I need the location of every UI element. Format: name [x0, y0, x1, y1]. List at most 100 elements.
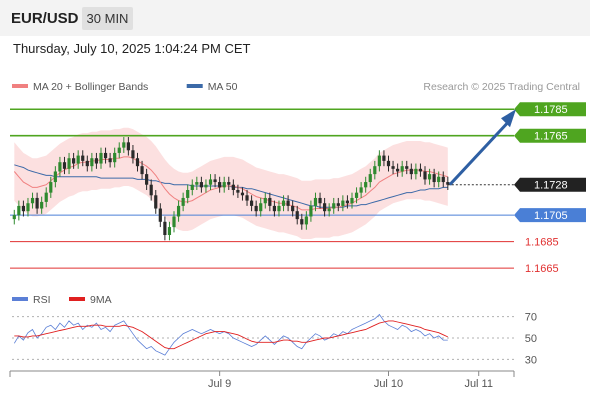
- candle-body: [167, 227, 172, 236]
- candle-body: [318, 197, 322, 204]
- candle-body: [35, 197, 39, 209]
- candle-body: [437, 176, 441, 183]
- candle-body: [176, 205, 181, 217]
- level-label: 1.1785: [534, 104, 568, 116]
- level-label: 1.1685: [525, 237, 559, 249]
- level-tag: [514, 208, 586, 223]
- candle-body: [149, 184, 153, 196]
- timeframe-button[interactable]: 30 MIN: [82, 7, 133, 30]
- candle-body: [432, 174, 436, 183]
- bollinger-band: [14, 127, 448, 239]
- candle-body: [49, 182, 53, 193]
- watermark: Research © 2025 Trading Central: [423, 81, 580, 93]
- candle-body: [249, 200, 254, 206]
- candle-body: [277, 205, 281, 212]
- level-tag: [514, 102, 586, 117]
- candle-body: [72, 158, 76, 164]
- rsi-ma-line: [14, 320, 448, 350]
- candle-body: [268, 197, 272, 206]
- level-label: 1.1765: [534, 131, 568, 143]
- candle-body: [373, 166, 377, 175]
- candle-body: [12, 215, 16, 220]
- candle-body: [90, 158, 94, 167]
- candle-body: [364, 182, 368, 188]
- candle-body: [190, 184, 194, 190]
- timestamp: Thursday, July 10, 2025 1:04:24 PM CET: [13, 41, 251, 56]
- candle-body: [26, 203, 30, 212]
- candle-body: [131, 150, 135, 159]
- candle-body: [40, 201, 44, 209]
- candle-body: [99, 152, 103, 164]
- chart-header: EUR/USD 30 MIN: [0, 0, 590, 36]
- level-label: 1.1705: [534, 210, 568, 222]
- candle-body: [181, 197, 185, 206]
- rsi-tick-label: 70: [525, 312, 537, 324]
- candle-body: [295, 211, 299, 220]
- candle-body: [418, 168, 423, 172]
- candle-body: [377, 155, 381, 167]
- candle-body: [254, 205, 258, 212]
- candle-body: [323, 203, 327, 212]
- candle-body: [44, 192, 48, 202]
- candle-body: [85, 160, 89, 167]
- candle-body: [195, 182, 199, 185]
- candle-body: [140, 166, 144, 175]
- candle-body: [158, 208, 162, 222]
- candle-body: [281, 200, 286, 206]
- candle-body: [227, 182, 231, 185]
- rsi-line: [13, 313, 448, 356]
- candle-body: [21, 205, 26, 212]
- candle-body: [62, 162, 67, 169]
- candle-body: [204, 184, 208, 188]
- candle-body: [446, 182, 450, 185]
- candle-body: [240, 192, 245, 196]
- level-label: 1.1665: [525, 263, 559, 275]
- legend-swatch: [186, 84, 203, 88]
- candle-body: [81, 155, 85, 161]
- candle-body: [400, 166, 404, 172]
- level-tag: [514, 128, 586, 143]
- candle-body: [117, 147, 121, 153]
- legend-swatch: [12, 84, 28, 88]
- candle-body: [126, 142, 130, 151]
- candle-body: [163, 221, 167, 236]
- candle-body: [332, 203, 336, 209]
- candle-body: [409, 168, 413, 175]
- candle-body: [441, 176, 445, 183]
- symbol-title: EUR/USD: [11, 10, 79, 27]
- candle-body: [113, 152, 117, 163]
- projection-arrow: [448, 120, 511, 186]
- candle-body: [304, 216, 308, 225]
- candle-body: [76, 155, 80, 164]
- candle-body: [145, 174, 149, 185]
- rsi-legend-label: 9MA: [90, 294, 112, 306]
- candle-body: [327, 208, 331, 212]
- x-tick-label: Jul 11: [464, 378, 493, 390]
- candle-body: [108, 158, 112, 163]
- x-tick-label: Jul 9: [208, 378, 231, 390]
- candle-body: [172, 216, 176, 228]
- candle-body: [231, 184, 235, 190]
- ma50-line: [14, 164, 448, 208]
- candle-body: [222, 182, 226, 188]
- candle-body: [154, 195, 158, 209]
- candle-body: [259, 203, 263, 212]
- candle-body: [58, 162, 62, 172]
- candle-body: [350, 197, 354, 204]
- candle-body: [414, 168, 418, 175]
- candle-body: [427, 174, 432, 180]
- candle-body: [405, 166, 409, 169]
- candle-body: [354, 192, 359, 198]
- candle-body: [272, 205, 277, 212]
- current-price-label: 1.1728: [534, 180, 568, 192]
- candle-body: [291, 205, 295, 212]
- candle-body: [263, 197, 267, 204]
- candle-body: [341, 200, 345, 206]
- candle-body: [30, 197, 35, 204]
- candle-body: [359, 187, 363, 193]
- rsi-legend-swatch: [12, 297, 28, 301]
- candle-body: [53, 171, 57, 183]
- rsi-tick-label: 30: [525, 354, 537, 366]
- candle-body: [300, 219, 304, 225]
